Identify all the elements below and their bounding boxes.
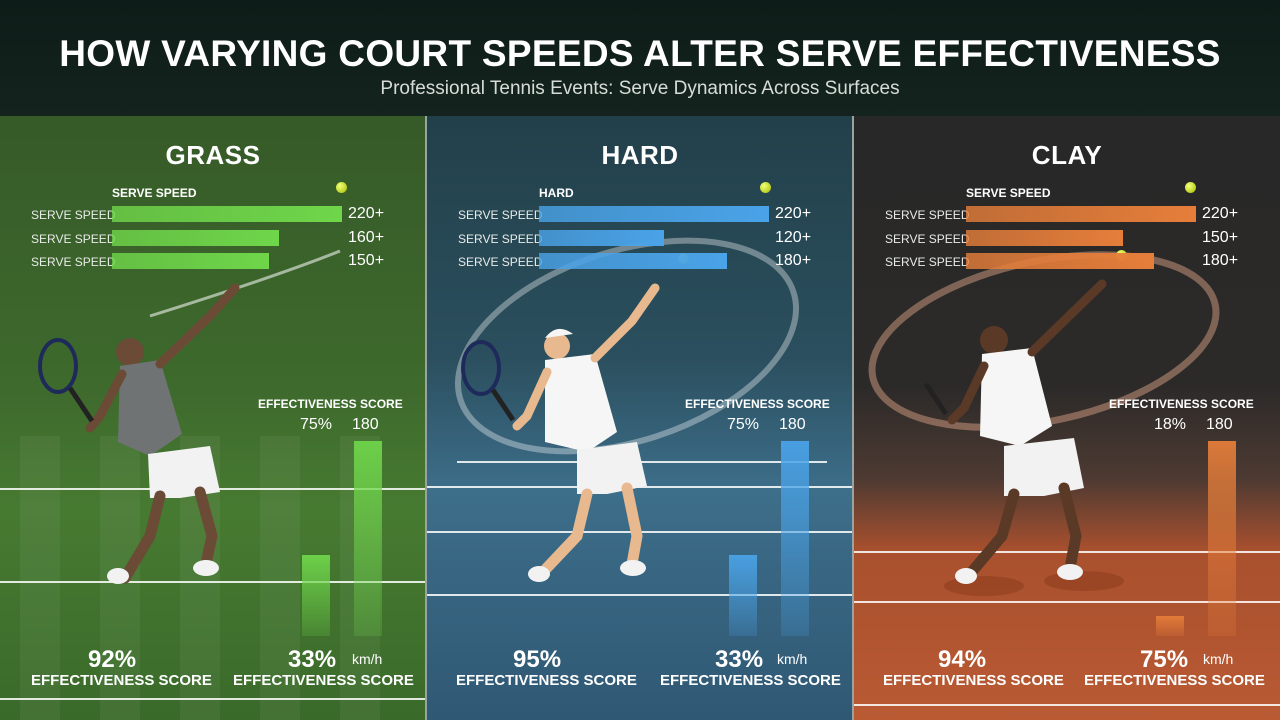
- serve-speed-bar: [539, 253, 727, 269]
- effectiveness-column: [302, 555, 330, 636]
- effectiveness-column: [781, 441, 809, 636]
- chart-heading: SERVE SPEED: [112, 186, 197, 200]
- bar-label: SERVE SPEED: [885, 208, 970, 222]
- bottom-right-caption: EFFECTIVENESS SCORE: [1084, 672, 1265, 689]
- bar-value-label: 220+: [775, 205, 812, 222]
- bottom-left-caption: EFFECTIVENESS SCORE: [456, 672, 637, 689]
- effectiveness-column: [1208, 441, 1236, 636]
- panel-title: GRASS: [165, 140, 261, 170]
- tennis-racket-icon: [461, 340, 516, 422]
- bar-value-label: 160+: [348, 229, 385, 246]
- column-value-label: 75%: [727, 416, 760, 433]
- grass-panel: GRASS SERVE SPEED SERVE SPEED 220+ SERVE S…: [0, 116, 426, 720]
- panel-title: HARD: [601, 140, 679, 170]
- bar-label: SERVE SPEED: [31, 208, 116, 222]
- bottom-left-caption: EFFECTIVENESS SCORE: [31, 672, 212, 689]
- tennis-ball-icon: [1185, 182, 1196, 193]
- panel-divider: [852, 116, 854, 720]
- bottom-left-value: 95%: [513, 646, 562, 673]
- bar-value-label: 150+: [348, 252, 385, 269]
- clay-panel: CLAY SERVE SPEED SERVE SPEED 220+ SERVE SP…: [854, 116, 1280, 720]
- serve-speed-bar: [539, 206, 769, 222]
- bottom-left-caption: EFFECTIVENESS SCORE: [883, 672, 1064, 689]
- bar-value-label: 150+: [1202, 229, 1239, 246]
- bar-label: SERVE SPEED: [31, 232, 116, 246]
- bottom-left-value: 94%: [938, 646, 987, 673]
- bar-label: SERVE SPEED: [458, 255, 543, 269]
- effectiveness-column: [354, 441, 382, 636]
- unit-label: km/h: [777, 651, 808, 667]
- serve-speed-bar: [112, 253, 269, 269]
- chart-heading: SERVE SPEED: [966, 186, 1051, 200]
- effectiveness-title: EFFECTIVENESS SCORE: [258, 397, 403, 411]
- tennis-player-figure: [454, 237, 800, 582]
- unit-label: km/h: [352, 651, 383, 667]
- clay-court: [854, 436, 1280, 720]
- bottom-right-caption: EFFECTIVENESS SCORE: [233, 672, 414, 689]
- effectiveness-title: EFFECTIVENESS SCORE: [1109, 397, 1254, 411]
- serve-speed-bar: [112, 230, 279, 246]
- page-title: HOW VARYING COURT SPEEDS ALTER SERVE EFF…: [59, 33, 1221, 74]
- column-value-label: 75%: [300, 416, 333, 433]
- serve-speed-bar: [966, 206, 1196, 222]
- bottom-left-value: 92%: [88, 646, 137, 673]
- effectiveness-column: [1156, 616, 1184, 636]
- column-value-label: 18%: [1154, 416, 1187, 433]
- page-subtitle: Professional Tennis Events: Serve Dynami…: [380, 78, 900, 99]
- bottom-right-value: 33%: [715, 646, 764, 673]
- panel-title: CLAY: [1031, 140, 1103, 170]
- bar-label: SERVE SPEED: [885, 255, 970, 269]
- column-value-label: 180: [352, 416, 379, 433]
- bar-label: SERVE SPEED: [458, 232, 543, 246]
- bar-label: SERVE SPEED: [458, 208, 543, 222]
- tennis-player-figure: [38, 249, 341, 584]
- tennis-racket-icon: [894, 334, 949, 416]
- serve-speed-bar: [112, 206, 342, 222]
- hard-panel: HARD HARD SERVE SPEED 220+ SERVE SPEED 120+…: [427, 116, 853, 720]
- column-value-label: 180: [779, 416, 806, 433]
- tennis-ball-icon: [760, 182, 771, 193]
- tennis-ball-icon: [336, 182, 347, 193]
- chart-heading: HARD: [539, 186, 574, 200]
- bar-value-label: 120+: [775, 229, 812, 246]
- effectiveness-title: EFFECTIVENESS SCORE: [685, 397, 830, 411]
- bar-label: SERVE SPEED: [31, 255, 116, 269]
- bar-value-label: 220+: [348, 205, 385, 222]
- bottom-right-caption: EFFECTIVENESS SCORE: [660, 672, 841, 689]
- bottom-right-value: 33%: [288, 646, 337, 673]
- bar-value-label: 180+: [775, 252, 812, 269]
- panel-divider: [425, 116, 427, 720]
- column-value-label: 180: [1206, 416, 1233, 433]
- effectiveness-column: [729, 555, 757, 636]
- bottom-right-value: 75%: [1140, 646, 1189, 673]
- tennis-racket-icon: [38, 338, 95, 423]
- bar-value-label: 180+: [1202, 252, 1239, 269]
- serve-speed-bar: [539, 230, 664, 246]
- serve-speed-bar: [966, 230, 1123, 246]
- serve-speed-bar: [966, 253, 1154, 269]
- bar-label: SERVE SPEED: [885, 232, 970, 246]
- unit-label: km/h: [1203, 651, 1234, 667]
- bar-value-label: 220+: [1202, 205, 1239, 222]
- header: HOW VARYING COURT SPEEDS ALTER SERVE EFF…: [0, 0, 1280, 116]
